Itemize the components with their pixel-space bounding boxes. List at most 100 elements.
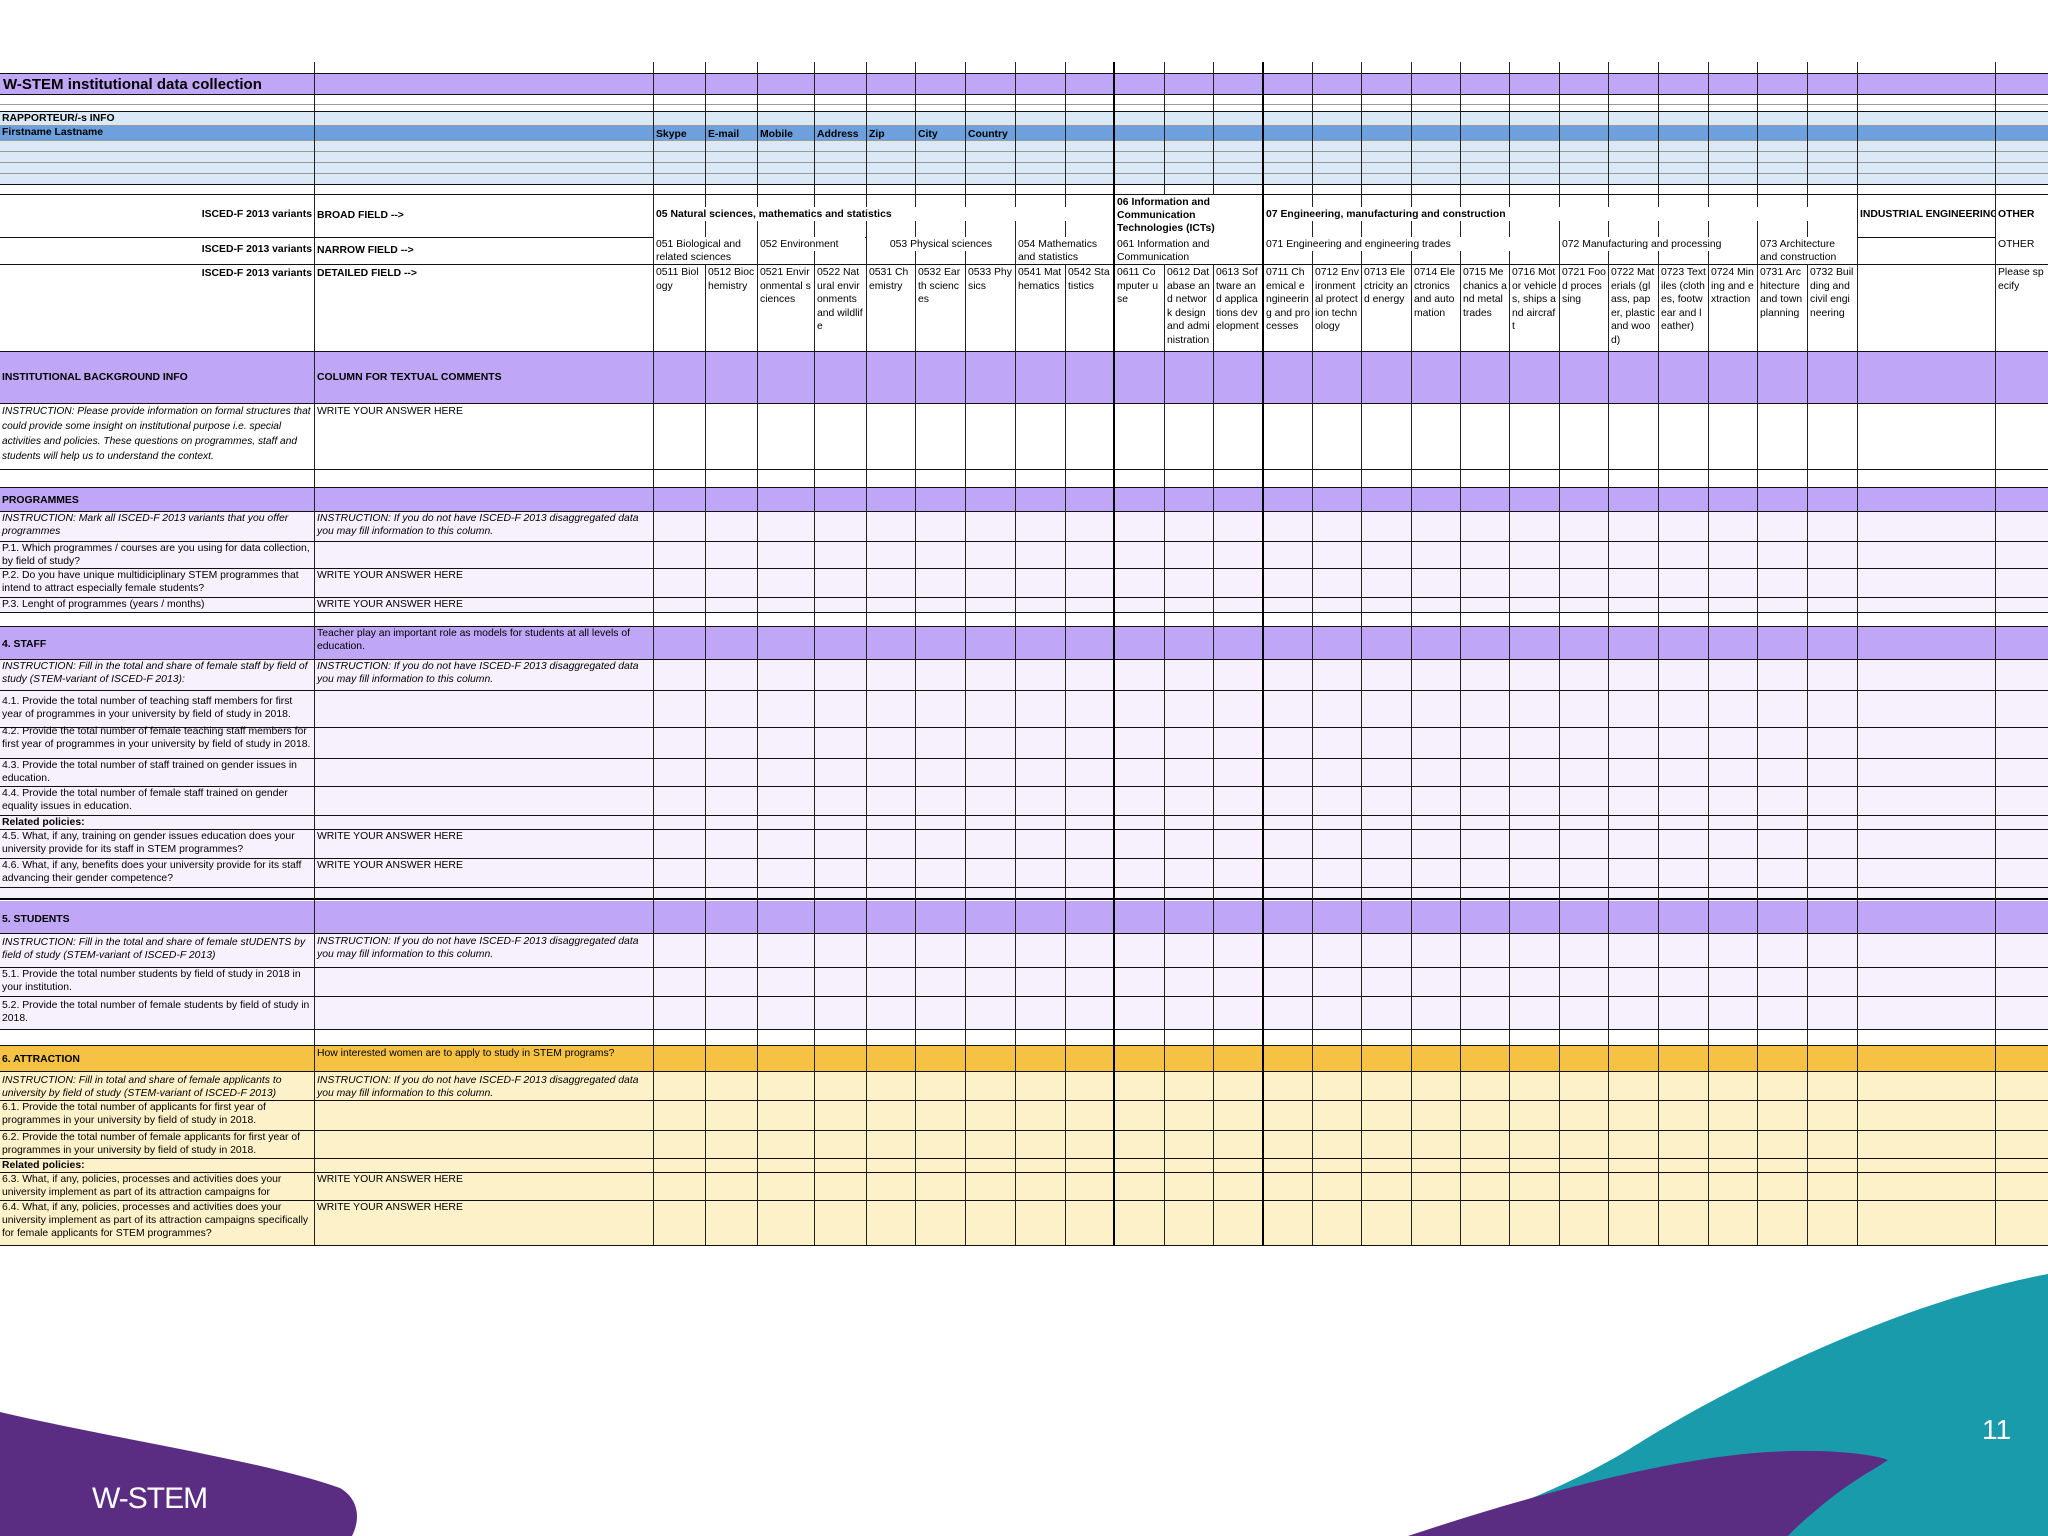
comments-column-header: COLUMN FOR TEXTUAL COMMENTS <box>317 372 502 383</box>
question-5-1: 5.1. Provide the total number students b… <box>2 969 301 993</box>
staff-header: 4. STAFF <box>2 639 47 650</box>
staff-instruction: INSTRUCTION: Fill in the total and share… <box>2 661 308 685</box>
rapporteur-name[interactable]: Firstname Lastname <box>2 127 104 138</box>
rapporteur-mobile[interactable]: Mobile <box>760 129 793 140</box>
narrow-072: 072 Manufacturing and processing <box>1560 237 1757 251</box>
rapporteur-band <box>0 111 2048 125</box>
students-header: 5. STUDENTS <box>2 914 70 925</box>
rapporteur-country[interactable]: Country <box>968 129 1008 140</box>
narrow-061: 061 Information and Communication <box>1115 237 1262 264</box>
narrow-052: 052 Environment <box>758 237 865 251</box>
programmes-band <box>0 487 2048 511</box>
narrow-054: 054 Mathematics and statistics <box>1016 237 1113 264</box>
rapporteur-city[interactable]: City <box>918 129 938 140</box>
institutional-answer[interactable]: WRITE YOUR ANSWER HERE <box>317 406 463 417</box>
narrow-051: 051 Biological and related sciences <box>654 237 757 264</box>
detailed-field-21: 0724 Mining and extraction <box>1709 265 1757 351</box>
rapporteur-email[interactable]: E-mail <box>708 129 740 140</box>
question-4-6: 4.6. What, if any, benefits does your un… <box>2 860 302 884</box>
detailed-field-14: 0713 Electricity and energy <box>1362 265 1411 351</box>
question-6-2: 6.2. Provide the total number of female … <box>2 1132 301 1156</box>
broad-05: 05 Natural sciences, mathematics and sta… <box>654 207 1112 221</box>
narrow-field-label: NARROW FIELD --> <box>317 245 414 256</box>
rapporteur-skype[interactable]: Skype <box>656 129 687 140</box>
brand-logo: W-STEM <box>92 1482 208 1515</box>
detailed-field-22: 0731 Architecture and town planning <box>1758 265 1807 351</box>
attraction-instruction: INSTRUCTION: Fill in total and share of … <box>2 1075 282 1099</box>
staff-band <box>0 626 2048 659</box>
question-4-3: 4.3. Provide the total number of staff t… <box>2 760 297 784</box>
attraction-instruction-comment: INSTRUCTION: If you do not have ISCED-F … <box>317 1075 639 1099</box>
question-4-4: 4.4. Provide the total number of female … <box>2 788 288 812</box>
detailed-field-5: 0532 Earth sciences <box>916 265 965 351</box>
broad-field-label: BROAD FIELD --> <box>317 210 404 221</box>
programmes-instruction: INSTRUCTION: Mark all ISCED-F 2013 varia… <box>2 513 289 537</box>
page-number: 11 <box>1982 1414 2012 1445</box>
detailed-field-8: 0542 Statistics <box>1066 265 1113 351</box>
broad-06: 06 Information and Communication Technol… <box>1115 195 1262 237</box>
answer-p2[interactable]: WRITE YOUR ANSWER HERE <box>317 570 463 581</box>
attraction-related-policies: Related policies: <box>2 1160 85 1171</box>
question-6-4: 6.4. What, if any, policies, processes a… <box>2 1202 309 1239</box>
students-instruction-comment: INSTRUCTION: If you do not have ISCED-F … <box>317 936 639 960</box>
answer-p3[interactable]: WRITE YOUR ANSWER HERE <box>317 599 463 610</box>
detailed-field-20: 0723 Textiles (clothes, footwear and lea… <box>1659 265 1708 351</box>
broad-industrial: INDUSTRIAL ENGINEERING <box>1858 207 1995 221</box>
programmes-header: PROGRAMMES <box>2 495 79 506</box>
detailed-field-19: 0722 Materials (glass, paper, plastic an… <box>1609 265 1658 351</box>
answer-4-6[interactable]: WRITE YOUR ANSWER HERE <box>317 860 463 871</box>
rapporteur-zip[interactable]: Zip <box>869 129 885 140</box>
attraction-header: 6. ATTRACTION <box>2 1054 80 1065</box>
staff-header-comment: Teacher play an important role as models… <box>317 628 631 652</box>
detailed-field-0: 0511 Biology <box>654 265 705 351</box>
rapporteur-label: RAPPORTEUR/-s INFO <box>2 113 115 124</box>
brand-swoosh-right <box>1408 1274 2048 1536</box>
attraction-band <box>0 1045 2048 1071</box>
detailed-field-17: 0716 Motor vehicles, ships and aircraft <box>1510 265 1559 351</box>
question-p2: P.2. Do you have unique multidiciplinary… <box>2 570 299 594</box>
name-band <box>0 125 2048 140</box>
survey-spreadsheet: W-STEM institutional data collection sur… <box>0 62 2048 1246</box>
isced-variants-narrow: ISCED-F 2013 variants <box>201 244 312 255</box>
answer-6-4[interactable]: WRITE YOUR ANSWER HERE <box>317 1202 463 1213</box>
attraction-header-comment: How interested women are to apply to stu… <box>317 1048 615 1059</box>
detailed-field-6: 0533 Physics <box>966 265 1015 351</box>
detailed-field-18: 0721 Food processing <box>1560 265 1608 351</box>
detailed-field-2: 0521 Environmental sciences <box>758 265 814 351</box>
detailed-field-15: 0714 Electronics and automation <box>1412 265 1460 351</box>
detailed-field-7: 0541 Mathematics <box>1016 265 1065 351</box>
answer-6-3[interactable]: WRITE YOUR ANSWER HERE <box>317 1174 463 1185</box>
title-band <box>0 74 2048 94</box>
answer-4-5[interactable]: WRITE YOUR ANSWER HERE <box>317 831 463 842</box>
institutional-band <box>0 351 2048 403</box>
narrow-053: 053 Physical sciences <box>867 237 1015 251</box>
detailed-field-13: 0712 Environmental protection technology <box>1313 265 1361 351</box>
broad-07: 07 Engineering, manufacturing and constr… <box>1264 207 1854 221</box>
detailed-field-3: 0522 Natural environments and wildlife <box>815 265 866 351</box>
question-5-2: 5.2. Provide the total number of female … <box>2 1000 310 1024</box>
broad-other: OTHER <box>1996 207 2048 221</box>
students-band <box>0 901 2048 933</box>
question-4-5: 4.5. What, if any, training on gender is… <box>2 831 295 855</box>
question-4-1: 4.1. Provide the total number of teachin… <box>2 696 293 720</box>
detailed-field-9: 0611 Computer use <box>1115 265 1164 351</box>
isced-variants-broad: ISCED-F 2013 variants <box>201 209 312 220</box>
staff-instruction-comment: INSTRUCTION: If you do not have ISCED-F … <box>317 661 639 685</box>
staff-related-policies: Related policies: <box>2 817 85 828</box>
detailed-field-16: 0715 Mechanics and metal trades <box>1461 265 1509 351</box>
question-p3: P.3. Lenght of programmes (years / month… <box>2 599 205 610</box>
students-instruction: INSTRUCTION: Fill in the total and share… <box>2 937 306 961</box>
institutional-instruction: INSTRUCTION: Please provide information … <box>2 406 311 462</box>
question-6-1: 6.1. Provide the total number of applica… <box>2 1102 266 1126</box>
detailed-field-label: DETAILED FIELD --> <box>317 268 417 279</box>
institutional-answer-area <box>0 403 2048 487</box>
programmes-rows <box>0 511 2048 612</box>
detailed-field-4: 0531 Chemistry <box>867 265 915 351</box>
institutional-header: INSTITUTIONAL BACKGROUND INFO <box>2 372 188 383</box>
rapporteur-address[interactable]: Address <box>817 129 859 140</box>
detailed-field-10: 0612 Database and network design and adm… <box>1165 265 1213 351</box>
narrow-071: 071 Engineering and engineering trades <box>1264 237 1559 251</box>
detailed-field-25: Please specify <box>1996 265 2048 351</box>
programmes-instruction-comment: INSTRUCTION: If you do not have ISCED-F … <box>317 513 639 537</box>
question-6-3: 6.3. What, if any, policies, processes a… <box>2 1174 282 1198</box>
